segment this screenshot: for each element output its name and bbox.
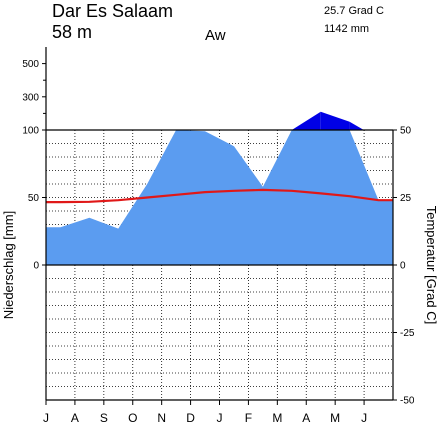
month-label: S xyxy=(100,411,108,425)
axes xyxy=(42,47,397,405)
precipitation-excess-fill xyxy=(349,121,364,130)
precipitation-tick-label: 500 xyxy=(22,59,39,70)
temperature-tick-label: 50 xyxy=(400,126,412,137)
mean-temperature: 25.7 Grad C xyxy=(324,5,384,17)
precipitation-tick-label: 300 xyxy=(22,92,39,103)
month-label: D xyxy=(186,411,195,425)
month-label: A xyxy=(71,411,79,425)
month-label: J xyxy=(361,411,367,425)
precipitation-fill xyxy=(46,130,393,265)
month-label: M xyxy=(272,411,282,425)
temperature-tick-label: 0 xyxy=(400,261,406,272)
month-label: M xyxy=(330,411,340,425)
y-axis-label-precipitation: Niederschlag [mm] xyxy=(1,211,16,319)
month-label: J xyxy=(217,411,223,425)
temperature-line xyxy=(46,188,393,204)
precipitation-area xyxy=(46,111,393,265)
month-label: F xyxy=(245,411,252,425)
precipitation-excess-fill xyxy=(291,111,321,130)
temperature-tick-label: -50 xyxy=(400,396,415,407)
climate-class: Aw xyxy=(205,27,226,44)
y-axis-label-temperature: Temperatur [Grad C] xyxy=(424,206,438,325)
month-label: J xyxy=(43,411,49,425)
station-elevation: 58 m xyxy=(52,22,92,42)
month-label: O xyxy=(128,411,137,425)
precipitation-tick-label: 50 xyxy=(28,193,40,204)
month-label: A xyxy=(302,411,310,425)
month-label: N xyxy=(157,411,166,425)
station-name: Dar Es Salaam xyxy=(52,1,173,21)
annual-precipitation: 1142 mm xyxy=(324,23,369,35)
precipitation-tick-label: 0 xyxy=(33,261,39,272)
temperature-series-line xyxy=(46,188,393,204)
precipitation-excess-fill xyxy=(320,111,350,130)
temperature-tick-label: -25 xyxy=(400,328,415,339)
precipitation-tick-label: 100 xyxy=(22,126,39,137)
temperature-tick-label: 25 xyxy=(400,193,412,204)
